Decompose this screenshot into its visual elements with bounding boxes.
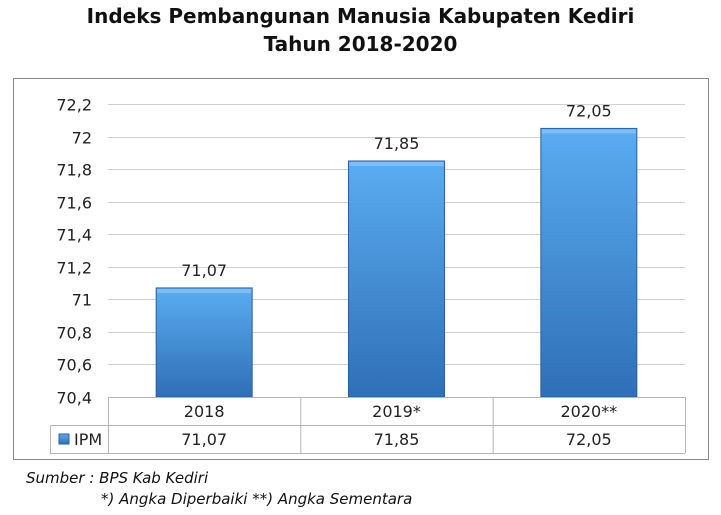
bar-data-label: 72,05 [566, 101, 612, 120]
bar [155, 287, 253, 398]
bar-highlight [157, 288, 252, 293]
bars [155, 127, 638, 398]
data-labels: 71,07 71,85 72,05 [181, 101, 611, 280]
bar-highlight [349, 161, 444, 166]
y-tick-label: 71,4 [56, 226, 92, 245]
revision-note: *) Angka Diperbaiki **) Angka Sementara [101, 490, 413, 508]
bar-data-label: 71,07 [181, 261, 227, 280]
y-axis-tick-labels: 70,4 70,6 70,8 71 71,2 71,4 71,6 71,8 72 72,2 [56, 96, 92, 408]
x-category-label: 2019* [372, 402, 421, 421]
y-tick-label: 70,6 [56, 356, 92, 375]
y-tick-label: 71,8 [56, 161, 92, 180]
bar-data-label: 71,85 [374, 134, 420, 153]
table-value-cell: 71,85 [374, 430, 420, 449]
y-tick-label: 71,2 [56, 259, 92, 278]
y-tick-label: 71 [72, 291, 92, 310]
legend-key-label: IPM [74, 430, 102, 449]
y-tick-label: 72,2 [56, 96, 92, 115]
chart-title-line-2: Tahun 2018-2020 [263, 32, 458, 56]
y-tick-label: 72 [72, 129, 92, 148]
y-tick-label: 70,4 [56, 389, 92, 408]
bar [540, 127, 638, 398]
x-category-label: 2018 [184, 402, 225, 421]
bar-highlight [541, 129, 636, 134]
chart-title-line-1: Indeks Pembangunan Manusia Kabupaten Ked… [86, 4, 635, 28]
legend-key-swatch [58, 433, 70, 445]
y-tick-label: 71,6 [56, 194, 92, 213]
bar [348, 160, 445, 398]
source-note: Sumber : BPS Kab Kediri [26, 469, 209, 487]
table-value-cell: 72,05 [566, 430, 612, 449]
table-value-cell: 71,07 [181, 430, 227, 449]
x-category-label: 2020** [560, 402, 617, 421]
data-table: 2018 71,07 2019* 71,85 2020** 72,05 IPM [50, 397, 686, 454]
y-tick-label: 70,8 [56, 324, 92, 343]
